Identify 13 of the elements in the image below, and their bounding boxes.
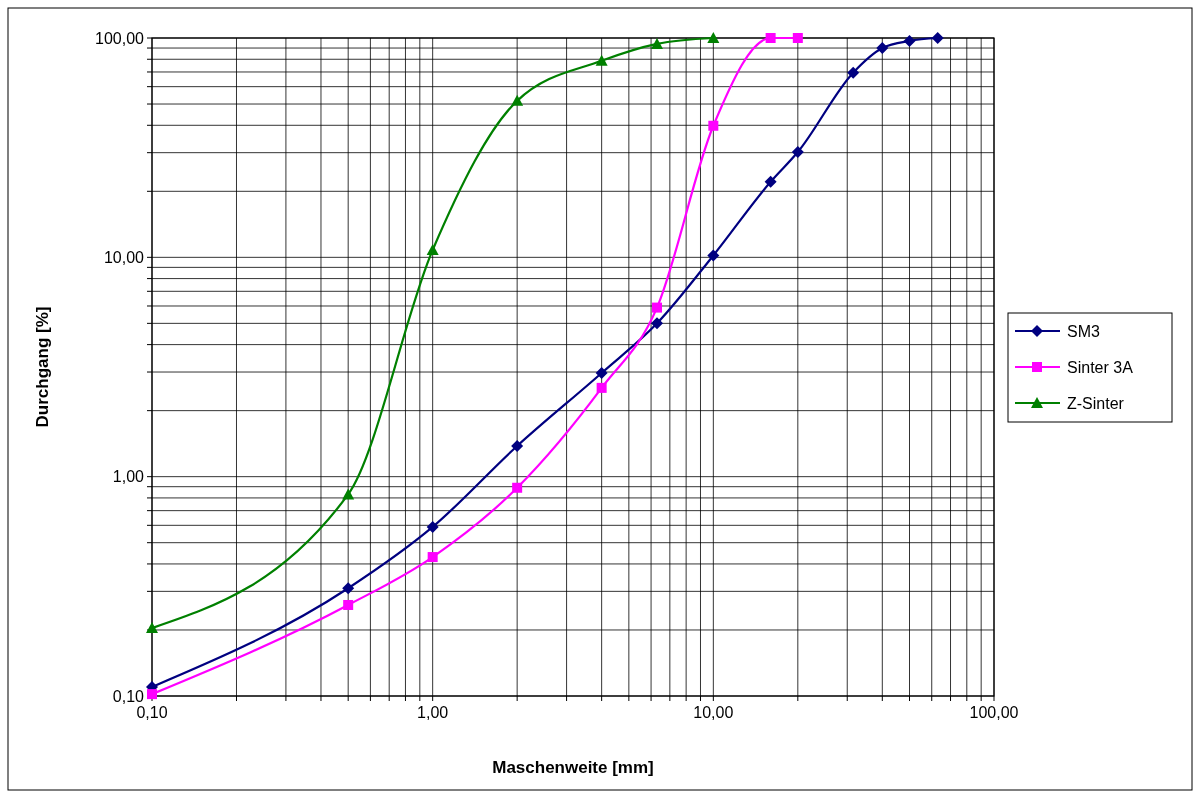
y-axis-title: Durchgang [%] bbox=[33, 306, 52, 428]
legend-label: Z-Sinter bbox=[1067, 394, 1125, 412]
y-tick-label: 10,00 bbox=[103, 248, 145, 266]
x-tick-label: 1,00 bbox=[417, 704, 449, 721]
x-tick-label: 10,00 bbox=[693, 704, 734, 721]
legend-label: Sinter 3A bbox=[1067, 358, 1134, 376]
x-tick-label: 100,00 bbox=[969, 704, 1019, 721]
x-axis-title: Maschenweite [mm] bbox=[492, 758, 654, 777]
x-tick-label: 0,10 bbox=[136, 704, 168, 721]
y-tick-label: 1,00 bbox=[112, 468, 145, 486]
y-tick-label: 0,10 bbox=[112, 687, 145, 705]
y-tick-label: 100,00 bbox=[95, 29, 145, 47]
legend-label: SM3 bbox=[1067, 322, 1100, 340]
